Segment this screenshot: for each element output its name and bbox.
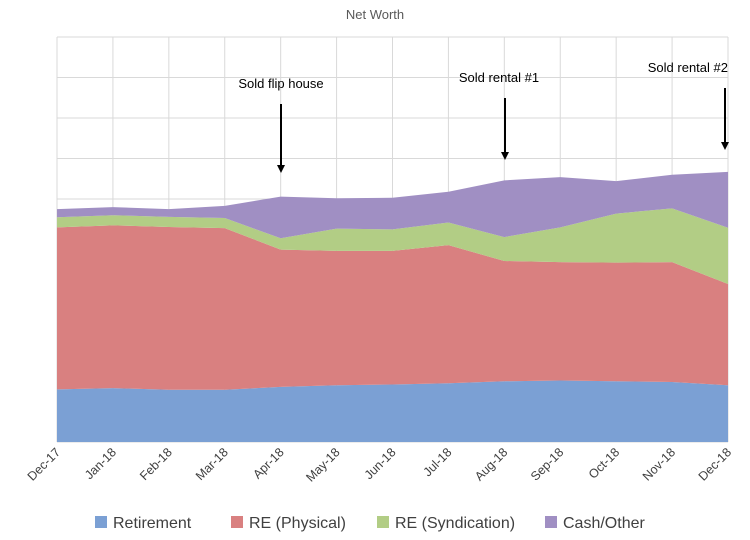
x-tick-label: Jul-18 — [421, 445, 455, 479]
x-tick-label: Dec-18 — [696, 445, 734, 483]
annotations: Sold flip house Sold rental #1 Sold rental… — [238, 60, 729, 173]
legend: Retirement RE (Physical) RE (Syndication) C… — [95, 515, 645, 532]
x-axis-tick-labels: Dec-17 Jan-18 Feb-18 Mar-18 Apr-18 May-18 Jun-… — [25, 445, 734, 484]
legend-swatch — [231, 516, 243, 528]
annotation-label: Sold rental #1 — [459, 70, 539, 85]
legend-swatch — [95, 516, 107, 528]
x-tick-label: Sep-18 — [528, 445, 566, 483]
x-tick-label: Jan-18 — [82, 445, 119, 482]
x-tick-label: Feb-18 — [137, 445, 175, 483]
legend-label: RE (Syndication) — [395, 515, 515, 532]
annotation-label: Sold rental #2 — [648, 60, 728, 75]
annotation-arrow-head — [501, 152, 509, 160]
stacked-areas — [57, 171, 728, 442]
x-tick-label: Apr-18 — [250, 445, 286, 481]
x-tick-label: Jun-18 — [362, 445, 399, 482]
area-series-2 — [57, 208, 728, 285]
area-series-3 — [57, 171, 728, 239]
x-tick-label: Mar-18 — [193, 445, 231, 483]
x-tick-label: Dec-17 — [25, 445, 63, 483]
annotation-label: Sold flip house — [238, 76, 323, 91]
chart-title: Net Worth — [346, 7, 404, 22]
x-tick-label: Nov-18 — [640, 445, 678, 483]
area-series-0 — [57, 380, 728, 442]
legend-label: Retirement — [113, 515, 192, 532]
legend-swatch — [545, 516, 557, 528]
legend-swatch — [377, 516, 389, 528]
x-tick-label: May-18 — [303, 445, 342, 484]
x-tick-label: Oct-18 — [586, 445, 622, 481]
annotation-arrow-head — [721, 142, 729, 150]
annotation-arrow-head — [277, 165, 285, 173]
x-tick-label: Aug-18 — [472, 445, 510, 483]
legend-label: RE (Physical) — [249, 515, 346, 532]
area-series-1 — [57, 225, 728, 390]
legend-label: Cash/Other — [563, 515, 645, 532]
